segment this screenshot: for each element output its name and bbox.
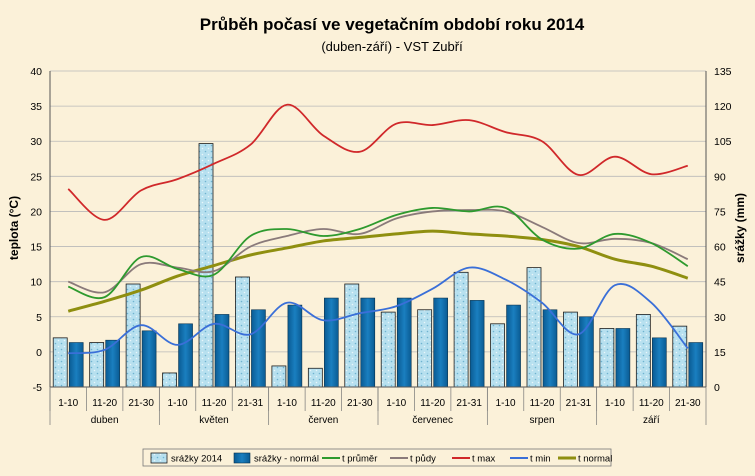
bar-srazky-normal [506, 304, 521, 388]
bar-srazky-normal [469, 300, 485, 388]
month-label: červen [308, 415, 338, 426]
y-axis-right-title: srážky (mm) [733, 193, 747, 263]
month-label: červenec [412, 415, 453, 426]
axes: 4035302520151050-51351201059075604530150… [30, 66, 731, 426]
line-series [67, 103, 689, 355]
x-tick-label: 1-10 [605, 398, 625, 409]
bar-srazky-2014 [89, 342, 105, 388]
x-tick-label: 1-10 [58, 398, 78, 409]
line-t-max [67, 103, 689, 221]
bar-srazky-normal [433, 297, 448, 388]
bar-srazky-normal [141, 330, 157, 388]
chart-subtitle: (duben-září) - VST Zubří [321, 39, 463, 54]
bar-srazky-2014 [453, 271, 469, 388]
bar-srazky-normal [324, 297, 339, 388]
bar-series [52, 143, 704, 388]
y-tick-right: 120 [714, 101, 732, 113]
bar-srazky-2014 [417, 309, 433, 388]
legend-label-t-normal: t normal [578, 454, 612, 465]
x-tick-label: 1-10 [277, 398, 297, 409]
bar-srazky-2014 [526, 267, 542, 388]
bar-srazky-2014 [380, 311, 396, 388]
y-tick-right: 60 [714, 242, 726, 254]
legend: srážky 2014 srážky - normál t průměr t půdy… [142, 448, 612, 467]
y-tick-right: 75 [714, 206, 726, 218]
month-label: květen [199, 415, 228, 426]
x-tick-label: 21-31 [566, 398, 592, 409]
month-label: září [643, 415, 660, 426]
bar-srazky-2014 [125, 283, 141, 388]
legend-label-t-průměr: t průměr [342, 454, 377, 465]
chart-title: Průběh počasí ve vegetačním období roku … [200, 15, 585, 34]
bar-srazky-2014 [52, 337, 68, 388]
y-tick-left: 15 [30, 242, 42, 254]
x-tick-label: 11-20 [639, 398, 664, 409]
bar-srazky-normal [652, 337, 667, 388]
bar-srazky-normal [251, 309, 266, 388]
x-tick-label: 11-20 [92, 398, 117, 409]
bar-srazky-normal [396, 297, 412, 388]
x-tick-label: 11-20 [420, 398, 445, 409]
legend-label-t-půdy: t půdy [410, 454, 436, 465]
x-tick-label: 11-20 [311, 398, 336, 409]
y-tick-left: 20 [30, 206, 42, 218]
y-tick-right: 135 [714, 66, 732, 78]
legend-label-t-max: t max [472, 454, 495, 465]
x-tick-label: 11-20 [202, 398, 227, 409]
x-tick-label: 1-10 [496, 398, 516, 409]
y-tick-right: 0 [714, 382, 720, 394]
y-tick-right: 90 [714, 171, 726, 183]
x-tick-label: 21-31 [238, 398, 264, 409]
bar-srazky-normal [615, 328, 631, 388]
bar-srazky-2014 [490, 323, 505, 388]
bar-srazky-2014 [599, 328, 615, 388]
month-label: duben [91, 415, 119, 426]
x-tick-label: 21-30 [128, 398, 154, 409]
month-label: srpen [529, 415, 554, 426]
bar-srazky-normal [542, 309, 558, 388]
x-tick-label: 21-30 [347, 398, 373, 409]
legend-label-srazky-normal: srážky - normál [254, 454, 319, 465]
x-tick-label: 1-10 [168, 398, 188, 409]
line-t-min [68, 266, 689, 355]
y-tick-right: 15 [714, 347, 726, 359]
x-tick-label: 21-30 [675, 398, 701, 409]
y-tick-left: 5 [36, 312, 42, 324]
y-tick-left: 25 [30, 171, 42, 183]
y-tick-left: 0 [36, 347, 42, 359]
legend-label-srazky-2014: srážky 2014 [171, 454, 222, 465]
legend-swatch-srazky-2014 [150, 452, 168, 464]
x-tick-label: 1-10 [386, 398, 406, 409]
bar-srazky-2014 [307, 367, 323, 388]
y-tick-left: -5 [33, 382, 42, 394]
bar-srazky-normal [178, 323, 193, 388]
bar-srazky-2014 [672, 325, 688, 388]
legend-swatch-srazky-normal [233, 452, 251, 464]
y-tick-left: 35 [30, 101, 42, 113]
bar-srazky-2014 [635, 314, 651, 388]
line-t-průměr [67, 205, 689, 300]
x-tick-label: 11-20 [530, 398, 555, 409]
bar-srazky-2014 [162, 372, 177, 388]
bar-srazky-normal [287, 304, 303, 388]
bar-srazky-2014 [344, 283, 360, 388]
legend-box [142, 448, 612, 467]
x-tick-label: 21-31 [456, 398, 482, 409]
y-tick-left: 40 [30, 66, 42, 78]
bar-srazky-normal [688, 342, 704, 388]
y-tick-right: 30 [714, 312, 726, 324]
y-tick-left: 30 [30, 136, 42, 148]
bar-srazky-normal [68, 342, 84, 388]
y-axis-left-title: teplota (°C) [7, 196, 21, 260]
legend-label-t-min: t min [530, 454, 551, 465]
y-tick-right: 105 [714, 136, 732, 148]
bar-srazky-2014 [563, 311, 578, 388]
y-tick-left: 10 [30, 277, 42, 289]
bar-srazky-2014 [271, 365, 287, 388]
y-tick-right: 45 [714, 277, 726, 289]
